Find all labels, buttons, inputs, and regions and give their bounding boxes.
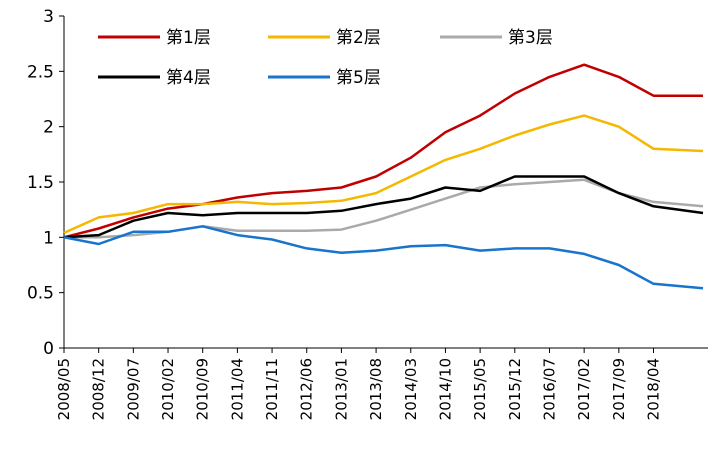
x-tick-label: 2012/06 <box>298 358 316 420</box>
series-line-4 <box>63 175 704 239</box>
x-axis-ticks: 2008/05 2008/12 2009/07 2010/02 2010/09 2011/… <box>55 348 663 420</box>
x-tick-label: 2011/04 <box>228 358 246 420</box>
y-tick-label: 2.5 <box>27 62 54 82</box>
y-tick-label: 2 <box>43 118 54 138</box>
x-tick-label: 2015/05 <box>471 358 489 420</box>
x-tick-label: 2013/01 <box>332 358 350 420</box>
x-tick-label: 2009/07 <box>124 358 142 420</box>
series-line-1 <box>63 63 703 239</box>
x-tick-label: 2010/02 <box>159 358 177 420</box>
x-tick-label: 2008/12 <box>90 358 108 420</box>
x-tick-label: 2015/12 <box>506 358 524 420</box>
y-tick-label: 3 <box>43 7 54 27</box>
series-line-5 <box>63 225 704 290</box>
x-tick-label: 2011/11 <box>263 358 281 420</box>
y-tick-label: 0.5 <box>27 284 54 304</box>
y-axis-ticks: 0 0.5 1 1.5 2 2.5 3 <box>27 7 64 359</box>
x-tick-label: 2017/09 <box>610 358 628 420</box>
x-tick-label: 2018/04 <box>645 358 663 420</box>
legend-label-3: 第3层 <box>508 28 553 48</box>
legend-label-5: 第5层 <box>336 68 381 88</box>
y-tick-label: 1.5 <box>27 173 54 193</box>
legend-label-2: 第2层 <box>336 28 381 48</box>
x-tick-label: 2014/10 <box>436 358 454 420</box>
x-tick-label: 2010/09 <box>194 358 212 420</box>
series-line-2 <box>63 114 704 235</box>
x-tick-label: 2014/03 <box>402 358 420 420</box>
legend-label-4: 第4层 <box>166 68 211 88</box>
x-tick-label: 2008/05 <box>55 358 73 420</box>
x-tick-label: 2017/02 <box>575 358 593 420</box>
y-tick-label: 0 <box>43 339 54 359</box>
series-lines <box>63 63 704 290</box>
legend-label-1: 第1层 <box>166 28 211 48</box>
x-tick-label: 2016/07 <box>540 358 558 420</box>
x-tick-label: 2013/08 <box>367 358 385 420</box>
axes <box>63 16 708 349</box>
y-tick-label: 1 <box>43 228 54 248</box>
